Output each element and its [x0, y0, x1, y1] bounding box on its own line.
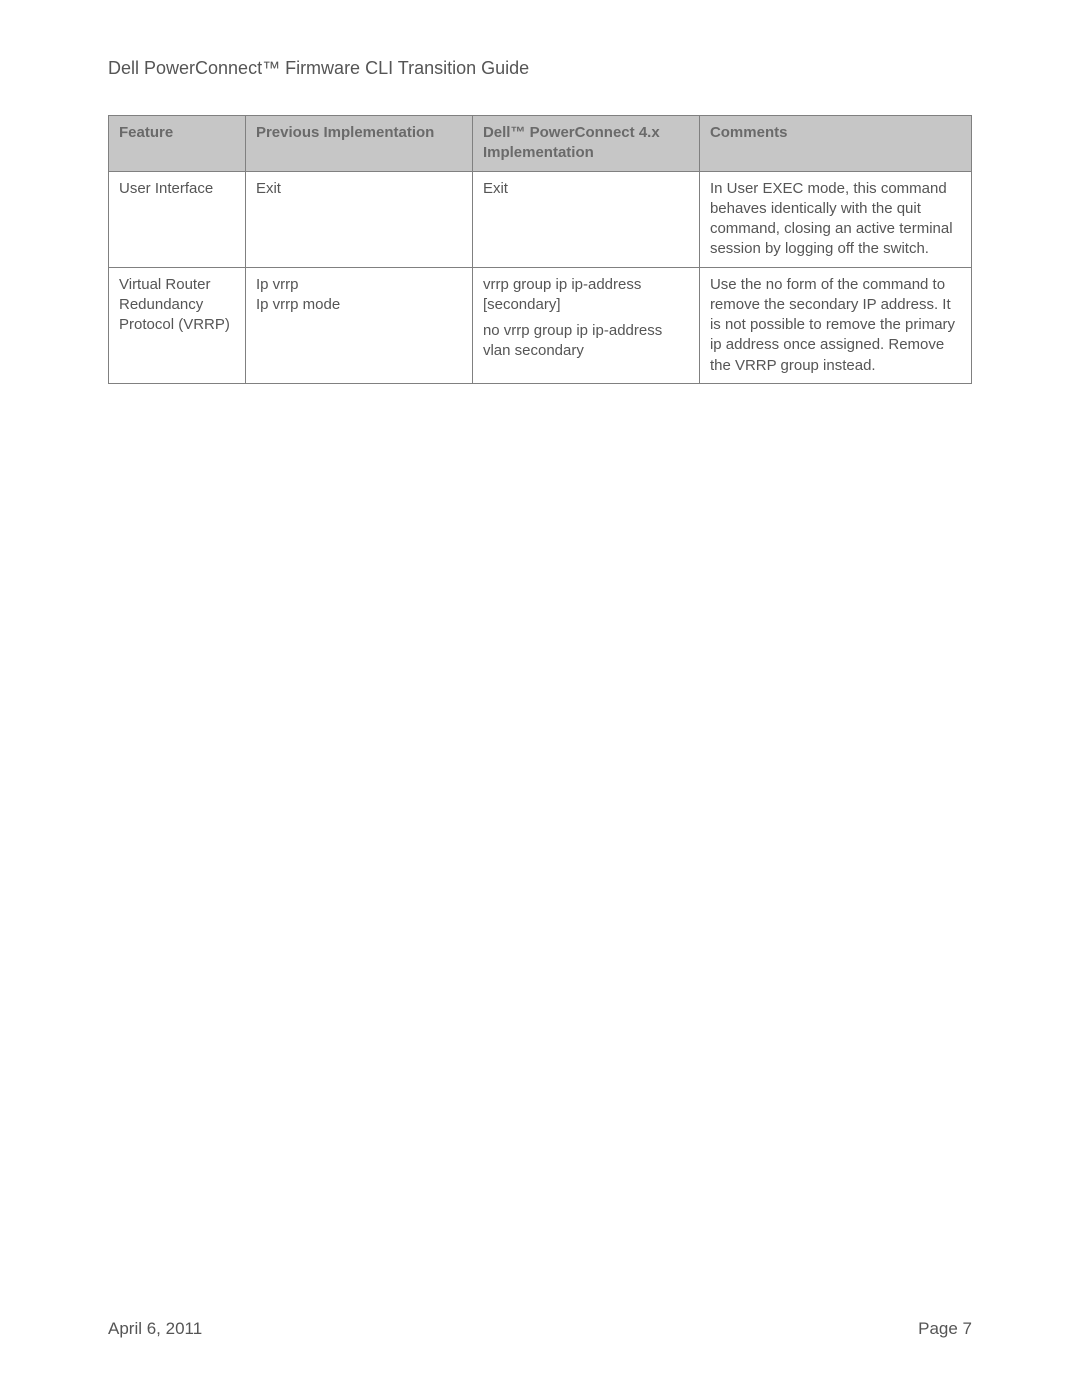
table-row: User Interface Exit Exit In User EXEC mo…: [109, 171, 972, 267]
cell-previous-line: Ip vrrp mode: [256, 295, 464, 315]
document-title: Dell PowerConnect™ Firmware CLI Transiti…: [108, 58, 972, 79]
cell-previous-line: Ip vrrp: [256, 275, 464, 295]
cell-previous: Exit: [245, 171, 472, 267]
footer-date: April 6, 2011: [108, 1319, 202, 1339]
footer-page-number: Page 7: [918, 1319, 972, 1339]
cell-newimpl: Exit: [472, 171, 699, 267]
col-header-feature: Feature: [109, 116, 246, 172]
cell-newimpl-line: vrrp group ip ip-address [secondary]: [483, 275, 691, 316]
page-footer: April 6, 2011 Page 7: [108, 1319, 972, 1339]
cell-comments: In User EXEC mode, this command behaves …: [699, 171, 971, 267]
cell-feature: User Interface: [109, 171, 246, 267]
cell-newimpl: vrrp group ip ip-address [secondary] no …: [472, 267, 699, 383]
cell-comments: Use the no form of the command to remove…: [699, 267, 971, 383]
table-row: Virtual Router Redundancy Protocol (VRRP…: [109, 267, 972, 383]
table-header-row: Feature Previous Implementation Dell™ Po…: [109, 116, 972, 172]
col-header-previous: Previous Implementation: [245, 116, 472, 172]
cell-feature: Virtual Router Redundancy Protocol (VRRP…: [109, 267, 246, 383]
cell-previous: Ip vrrp Ip vrrp mode: [245, 267, 472, 383]
cell-newimpl-line: no vrrp group ip ip-address vlan seconda…: [483, 321, 691, 362]
col-header-comments: Comments: [699, 116, 971, 172]
cli-transition-table: Feature Previous Implementation Dell™ Po…: [108, 115, 972, 384]
col-header-newimpl: Dell™ PowerConnect 4.x Implementation: [472, 116, 699, 172]
